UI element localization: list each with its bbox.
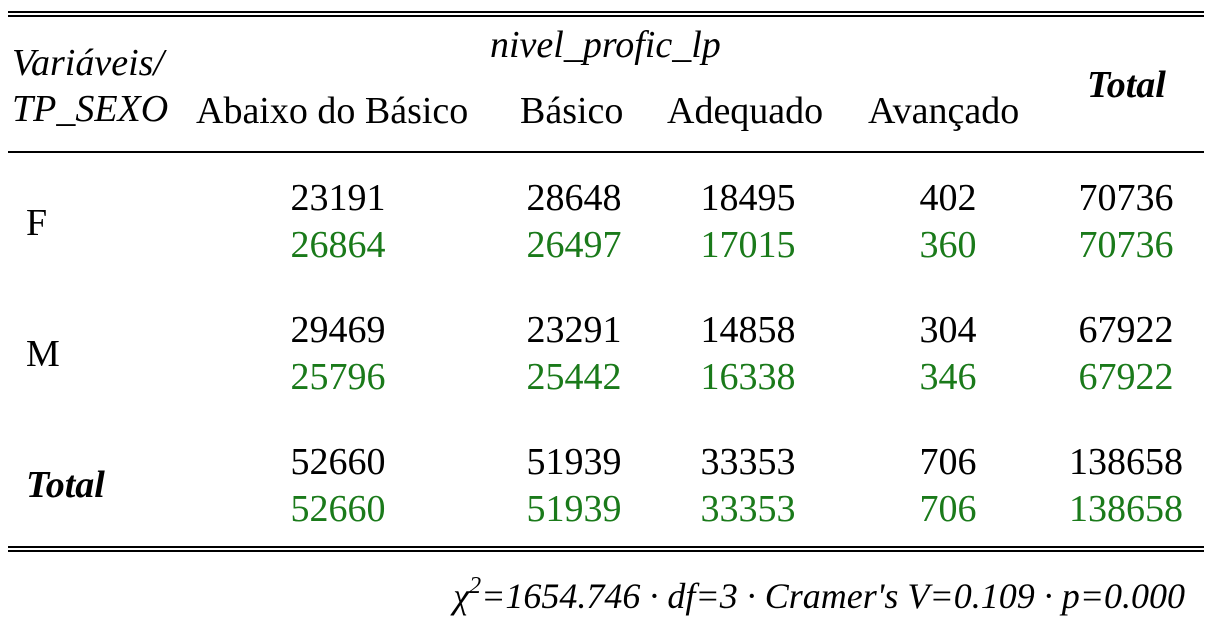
col-header-total: Total xyxy=(1087,64,1166,106)
col-header-basico: Básico xyxy=(520,90,624,132)
cell-f-total-observed: 70736 xyxy=(1078,177,1174,219)
col-header-adequado: Adequado xyxy=(667,90,824,132)
bottom-rule-2 xyxy=(8,550,1204,552)
cell-total-total-observed: 138658 xyxy=(1069,441,1183,483)
cell-f-basico-observed: 28648 xyxy=(526,177,622,219)
cell-f-abaixo-observed: 23191 xyxy=(290,177,386,219)
col-header-avancado: Avançado xyxy=(868,90,1020,132)
cell-total-basico-observed: 51939 xyxy=(526,441,622,483)
cell-m-total-observed: 67922 xyxy=(1078,309,1174,351)
variables-header-line1: Variáveis/ xyxy=(12,42,164,84)
cell-m-avancado-expected: 346 xyxy=(919,356,977,398)
chi-symbol: χ xyxy=(453,576,470,616)
cell-m-abaixo-observed: 29469 xyxy=(290,309,386,351)
cell-total-basico-expected: 51939 xyxy=(526,488,622,530)
cell-m-basico-expected: 25442 xyxy=(526,356,622,398)
cell-f-abaixo-expected: 26864 xyxy=(290,224,386,266)
chi-exponent: 2 xyxy=(469,573,482,599)
cell-total-avancado-expected: 706 xyxy=(919,488,977,530)
test-statistics: χ2=1654.746 · df=3 · Cramer's V=0.109 · … xyxy=(453,574,1185,616)
cell-total-adequado-observed: 33353 xyxy=(700,441,796,483)
cell-m-avancado-observed: 304 xyxy=(919,309,977,351)
bottom-rule-1 xyxy=(8,546,1204,548)
cell-m-basico-observed: 23291 xyxy=(526,309,622,351)
header-rule xyxy=(8,151,1204,153)
top-rule-2 xyxy=(8,15,1204,17)
cell-total-abaixo-observed: 52660 xyxy=(290,441,386,483)
col-header-abaixo: Abaixo do Básico xyxy=(196,90,469,132)
row-label-m: M xyxy=(26,333,60,375)
cell-total-adequado-expected: 33353 xyxy=(700,488,796,530)
row-label-f: F xyxy=(26,202,48,244)
stats-text: =1654.746 · df=3 · Cramer's V=0.109 · p=… xyxy=(481,576,1185,616)
cell-m-adequado-observed: 14858 xyxy=(700,309,796,351)
cell-m-total-expected: 67922 xyxy=(1078,356,1174,398)
row-label-total: Total xyxy=(26,464,105,506)
cell-f-adequado-observed: 18495 xyxy=(700,177,796,219)
cell-f-adequado-expected: 17015 xyxy=(700,224,796,266)
cell-f-avancado-expected: 360 xyxy=(919,224,977,266)
top-rule-1 xyxy=(8,11,1204,13)
cell-m-adequado-expected: 16338 xyxy=(700,356,796,398)
cell-total-abaixo-expected: 52660 xyxy=(290,488,386,530)
cell-f-total-expected: 70736 xyxy=(1078,224,1174,266)
cell-f-avancado-observed: 402 xyxy=(919,177,977,219)
cell-total-avancado-observed: 706 xyxy=(919,441,977,483)
group-header: nivel_profic_lp xyxy=(490,24,721,66)
cell-total-total-expected: 138658 xyxy=(1069,488,1183,530)
cell-m-abaixo-expected: 25796 xyxy=(290,356,386,398)
cell-f-basico-expected: 26497 xyxy=(526,224,622,266)
variables-header-line2: TP_SEXO xyxy=(12,88,169,130)
